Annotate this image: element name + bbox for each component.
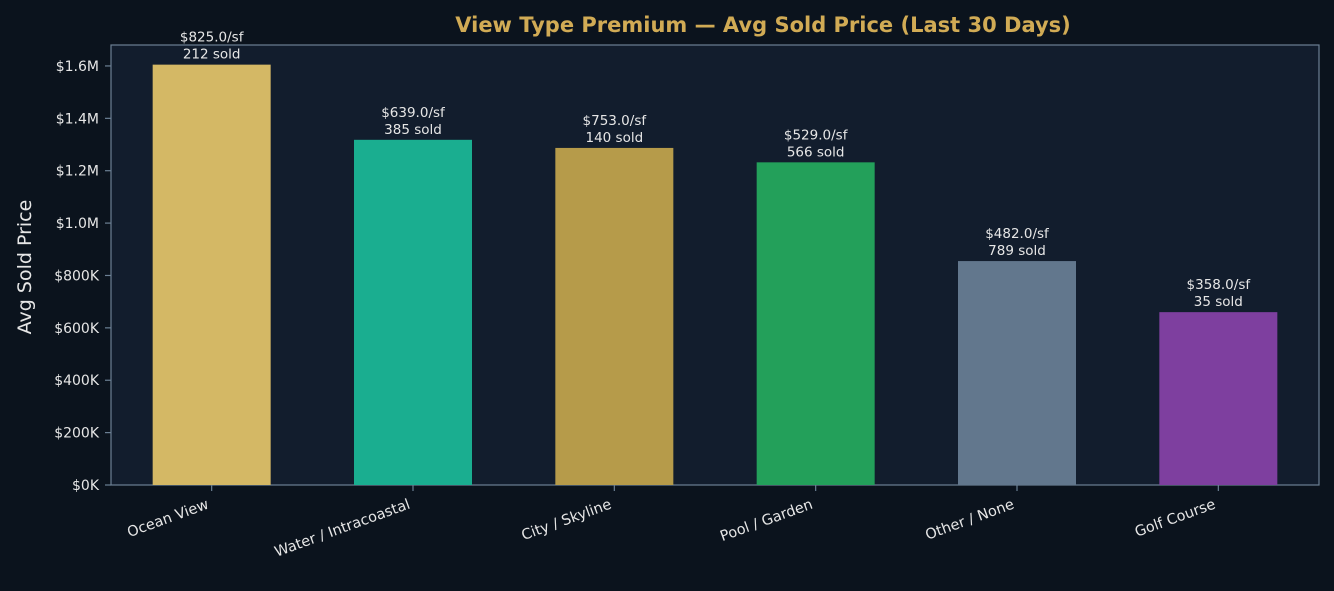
x-tick-label: Water / Intracoastal — [273, 497, 413, 561]
bar-label-price-per-sf: $482.0/sf — [985, 226, 1050, 242]
bar — [1159, 312, 1278, 485]
bar — [958, 261, 1076, 485]
bar-label-sold-count: 212 sold — [183, 47, 241, 63]
bar — [152, 64, 271, 486]
bar-label-sold-count: 385 sold — [384, 122, 442, 138]
bar-label-price-per-sf: $639.0/sf — [381, 105, 446, 121]
bar-label-price-per-sf: $529.0/sf — [784, 127, 849, 143]
y-tick-label: $200K — [54, 426, 100, 442]
x-tick-label: Ocean View — [125, 497, 211, 541]
bar-label-price-per-sf: $753.0/sf — [583, 113, 648, 129]
y-tick-label: $1.0M — [56, 216, 99, 232]
y-axis-ticks: $0K $200K $400K $600K $800K $1.0M $1.2M $1.4M $1… — [54, 59, 111, 494]
chart-title: View Type Premium — Avg Sold Price (Last… — [455, 13, 1071, 37]
y-tick-label: $400K — [54, 373, 100, 389]
y-tick-label: $1.4M — [56, 111, 99, 127]
bar — [555, 147, 674, 485]
bar-label-sold-count: 35 sold — [1194, 294, 1243, 310]
y-tick-label: $800K — [54, 268, 100, 284]
bar-label-sold-count: 566 sold — [787, 144, 845, 160]
bar — [756, 162, 875, 486]
y-axis-label: Avg Sold Price — [14, 200, 36, 335]
bar-label-price-per-sf: $358.0/sf — [1187, 277, 1252, 293]
plot-area — [110, 44, 1320, 486]
y-tick-label: $1.6M — [56, 59, 99, 75]
x-tick-label: Other / None — [923, 497, 1016, 544]
y-tick-label: $600K — [54, 321, 100, 337]
bar-label-price-per-sf: $825.0/sf — [180, 30, 245, 46]
bar-label-sold-count: 140 sold — [585, 130, 643, 146]
bar — [354, 139, 472, 486]
x-tick-label: Pool / Garden — [718, 497, 815, 545]
y-tick-label: $1.2M — [56, 164, 99, 180]
y-tick-label: $0K — [72, 478, 100, 494]
x-tick-label: Golf Course — [1133, 497, 1218, 541]
x-tick-label: City / Skyline — [520, 497, 614, 544]
x-axis-ticks: Ocean View Water / Intracoastal City / Sky… — [125, 485, 1219, 561]
bar-label-sold-count: 789 sold — [988, 243, 1046, 259]
